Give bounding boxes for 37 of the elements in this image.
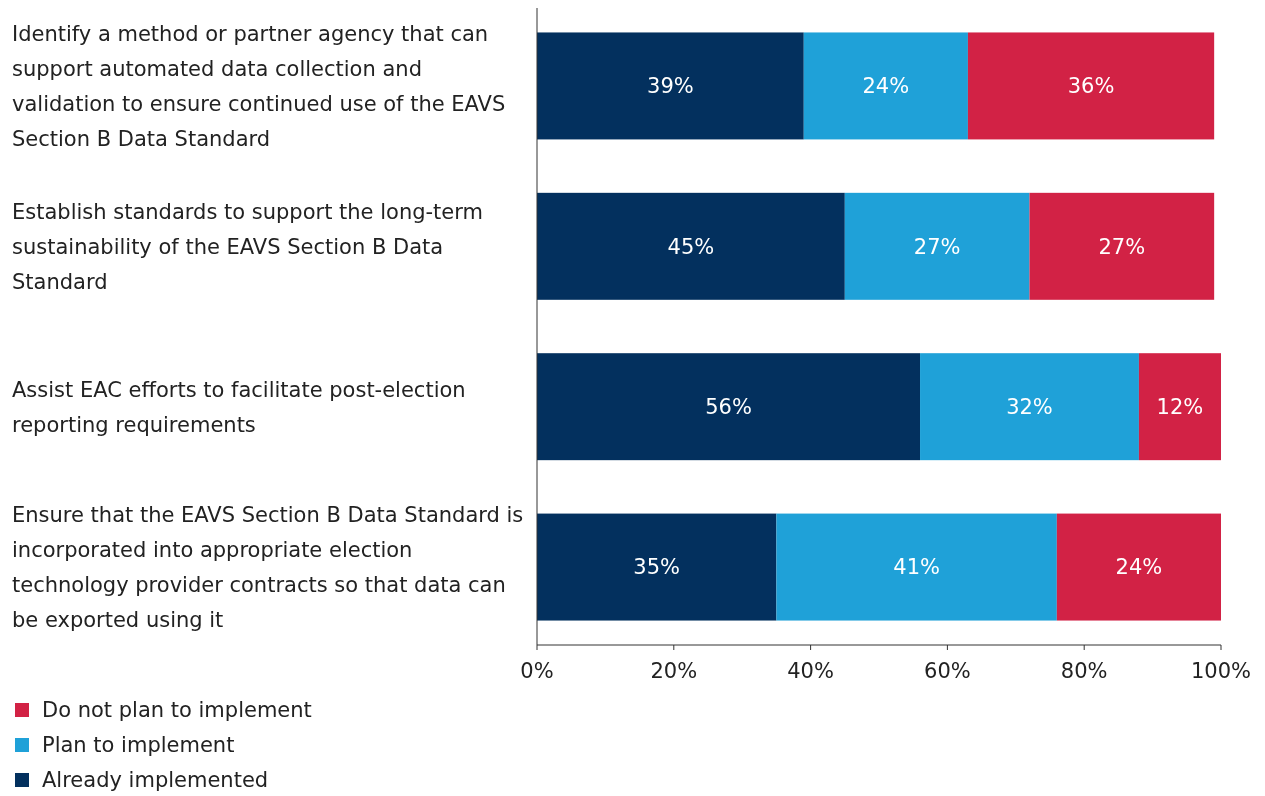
data-label: 27% — [1098, 234, 1146, 259]
bar — [537, 32, 804, 140]
bar — [537, 513, 777, 621]
x-tick-label: 40% — [787, 659, 834, 683]
bar — [844, 192, 1030, 300]
y-tick-label: Ensure that the EAVS Section B Data Standard is incorporated into appropriate election technology provider contracts so that data can be exported using it — [12, 502, 524, 632]
data-label: 45% — [667, 234, 715, 259]
legend-label: Do not plan to implement — [42, 698, 312, 723]
x-tick-label: 20% — [650, 659, 698, 683]
legend-label: Plan to implement — [42, 733, 235, 758]
data-label: 56% — [705, 395, 752, 420]
bar — [537, 192, 845, 300]
bar — [920, 353, 1139, 461]
data-label: 12% — [1156, 395, 1204, 420]
y-tick-label: Assist EAC efforts to facilitate post-election reporting requirements — [12, 377, 466, 437]
x-tick-label: 60% — [924, 659, 971, 683]
y-tick-label: Establish standards to support the long-term sustainability of the EAVS Section B Data Standard — [12, 199, 483, 294]
x-tick-label: 100% — [1190, 659, 1252, 683]
bar — [967, 32, 1215, 140]
bar — [776, 513, 1057, 621]
bar — [1029, 192, 1215, 300]
data-label: 32% — [1006, 395, 1053, 420]
x-tick-label: 0% — [520, 659, 554, 683]
data-label: 36% — [1067, 74, 1115, 99]
y-tick-label: Identify a method or partner agency that can support automated data collection and validation to ensure continued use of the EAVS Section B Data Standard — [12, 21, 506, 151]
bar — [537, 353, 921, 461]
bar — [803, 32, 968, 140]
data-label: 41% — [893, 555, 940, 580]
data-label: 24% — [862, 74, 910, 99]
bar — [1138, 353, 1221, 461]
bar — [1056, 513, 1221, 621]
legend-label: Already implemented — [42, 768, 269, 793]
data-label: 39% — [647, 74, 694, 99]
data-label: 35% — [633, 555, 681, 580]
data-label: 27% — [913, 234, 961, 259]
data-label: 24% — [1115, 555, 1163, 580]
x-tick-label: 80% — [1060, 659, 1108, 683]
